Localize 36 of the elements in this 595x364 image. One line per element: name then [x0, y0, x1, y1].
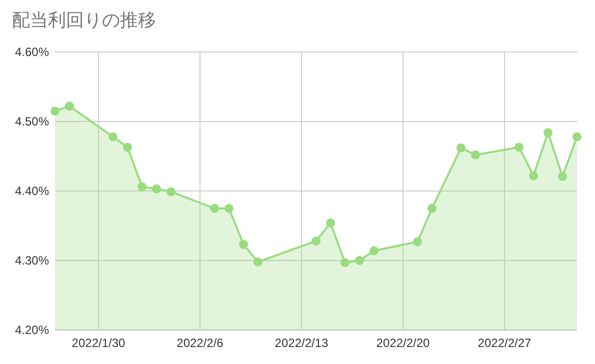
- point: [108, 132, 118, 142]
- point: [65, 102, 74, 111]
- y-tick-label: 4.20%: [14, 323, 50, 337]
- point: [572, 132, 582, 142]
- point: [312, 236, 320, 246]
- point: [239, 240, 248, 250]
- y-tick-label: 4.30%: [14, 254, 50, 268]
- point: [456, 143, 466, 152]
- point: [254, 257, 262, 266]
- y-tick-label: 4.50%: [14, 114, 50, 128]
- point: [514, 142, 524, 152]
- point: [529, 171, 538, 180]
- point: [340, 258, 350, 268]
- point: [558, 172, 567, 181]
- x-tick-label: 2022/2/20: [376, 336, 430, 350]
- point: [326, 218, 335, 228]
- point: [152, 184, 161, 194]
- point: [413, 237, 422, 246]
- x-tick-label: 2022/1/30: [72, 336, 126, 350]
- point: [544, 128, 552, 138]
- point: [123, 142, 132, 152]
- x-tick-label: 2022/2/6: [176, 336, 224, 350]
- point: [210, 204, 219, 213]
- y-tick-label: 4.60%: [14, 45, 50, 59]
- point: [50, 106, 60, 116]
- chart-title: 配当利回りの推移: [12, 10, 156, 30]
- y-tick-label: 4.40%: [14, 184, 50, 198]
- point: [355, 256, 364, 265]
- point: [471, 150, 480, 160]
- point: [166, 187, 176, 196]
- point: [428, 204, 436, 213]
- point: [224, 204, 234, 213]
- x-tick-label: 2022/2/27: [478, 336, 532, 350]
- point: [138, 182, 146, 192]
- x-tick-label: 2022/2/13: [274, 336, 329, 350]
- point: [370, 246, 378, 256]
